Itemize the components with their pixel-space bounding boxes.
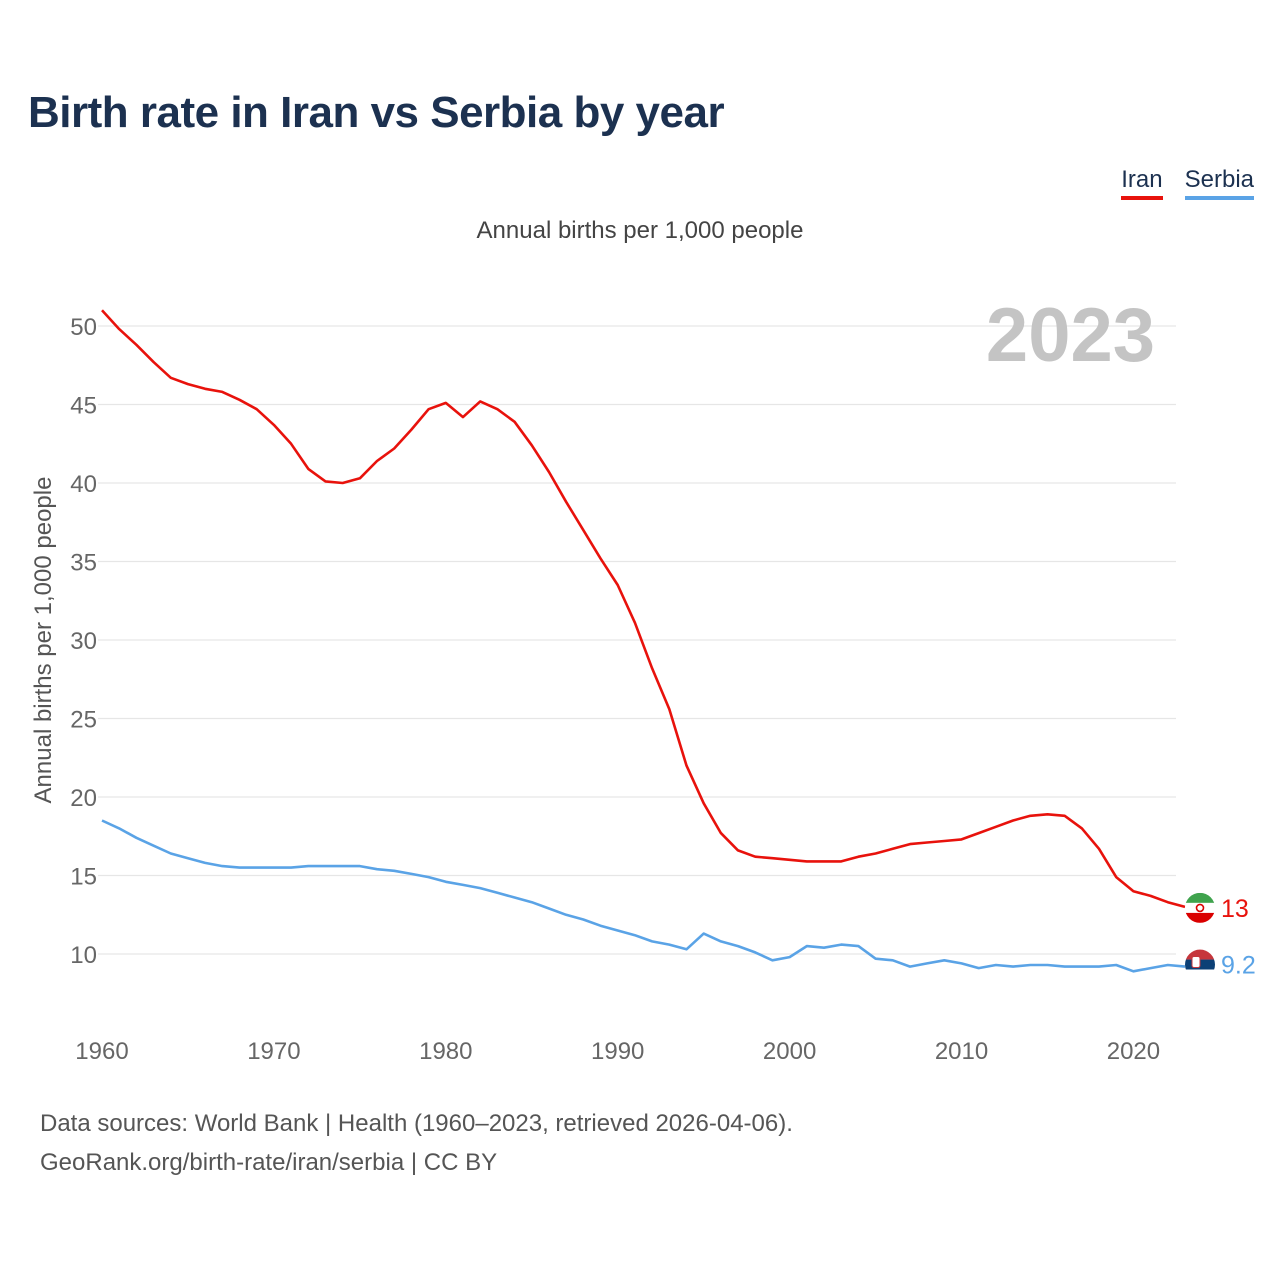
gridlines — [98, 325, 1176, 955]
line-chart: 10 15 20 25 30 35 40 45 50 1960 1970 1980 1990 2000 2… — [30, 293, 1256, 1065]
footer-sources: Data sources: World Bank | Health (1960–… — [40, 1110, 793, 1137]
y-tick-label: 40 — [70, 471, 97, 498]
series-line-serbia[interactable] — [101, 819, 1186, 973]
year-watermark: 2023 — [986, 293, 1155, 378]
legend-item-iran[interactable]: Iran — [1121, 166, 1163, 200]
x-tick-label: 1970 — [247, 1038, 300, 1065]
series-lines — [101, 309, 1186, 973]
footer: Data sources: World Bank | Health (1960–… — [40, 1104, 793, 1182]
x-tick-label: 2020 — [1107, 1038, 1160, 1065]
y-tick-label: 50 — [70, 314, 97, 341]
iran-end-value: 13 — [1221, 895, 1249, 923]
x-tick-label: 2000 — [763, 1038, 816, 1065]
iran-flag-icon — [1185, 892, 1215, 923]
y-tick-label: 20 — [70, 785, 97, 812]
y-tick-label: 15 — [70, 864, 97, 891]
serbia-flag-icon — [1185, 949, 1215, 980]
y-tick-label: 25 — [70, 707, 97, 734]
y-tick-label: 45 — [70, 393, 97, 420]
y-tick-label: 30 — [70, 628, 97, 655]
chart-subtitle: Annual births per 1,000 people — [476, 217, 804, 244]
legend-item-serbia[interactable]: Serbia — [1184, 166, 1254, 200]
y-axis-label: Annual births per 1,000 people — [30, 477, 57, 804]
chart-title: Birth rate in Iran vs Serbia by year — [28, 88, 725, 137]
x-tick-label: 1990 — [591, 1038, 644, 1065]
x-axis-ticks: 1960 1970 1980 1990 2000 2010 2020 — [75, 1038, 1160, 1065]
series-line-iran[interactable] — [101, 309, 1186, 909]
series-end-markers: 139.2 — [1185, 892, 1256, 980]
x-tick-label: 1960 — [75, 1038, 128, 1065]
x-tick-label: 1980 — [419, 1038, 472, 1065]
y-tick-label: 35 — [70, 550, 97, 577]
x-tick-label: 2010 — [935, 1038, 988, 1065]
legend: Iran Serbia — [1121, 166, 1254, 200]
y-axis-ticks: 10 15 20 25 30 35 40 45 50 — [70, 314, 97, 969]
serbia-end-value: 9.2 — [1221, 952, 1256, 980]
footer-link[interactable]: GeoRank.org/birth-rate/iran/serbia | CC … — [40, 1149, 498, 1176]
y-tick-label: 10 — [70, 942, 97, 969]
